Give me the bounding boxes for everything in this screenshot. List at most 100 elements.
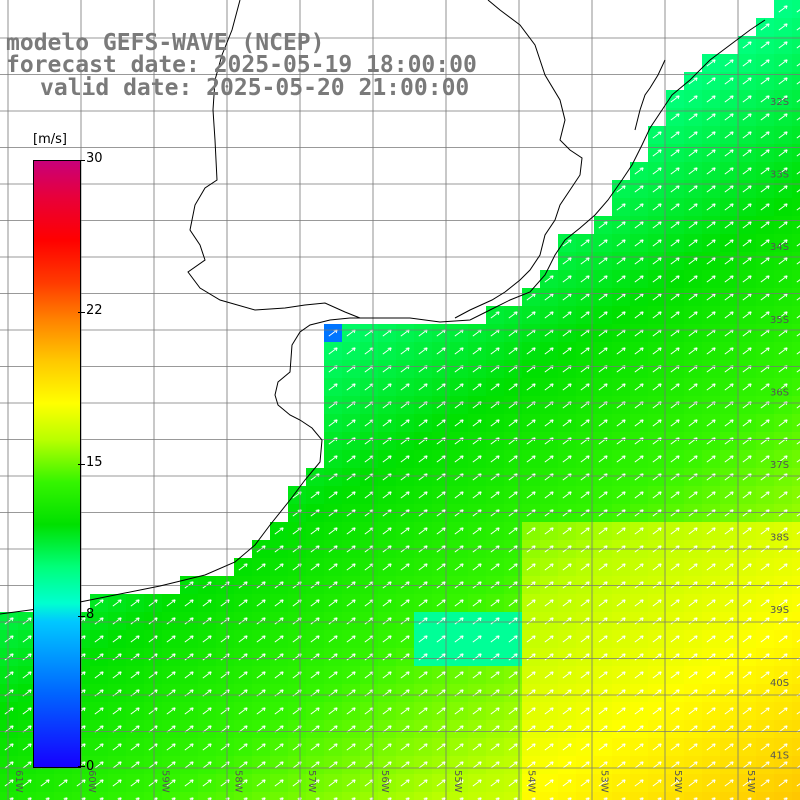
wind-arrowhead [405,671,410,676]
wind-arrowhead [351,473,356,478]
wind-arrowhead [765,743,770,748]
wind-arrow [454,383,464,391]
wind-arrow [490,743,500,751]
wind-arrowhead [495,545,500,550]
wind-arrow [670,671,680,679]
wind-arrowhead [513,527,518,532]
wind-arrow [724,275,734,283]
wind-arrowhead [387,401,392,406]
wind-arrow [328,383,338,391]
wind-arrow [202,707,212,715]
wind-arrowhead [297,797,302,800]
wind-arrowhead [261,743,266,748]
wind-arrow [364,707,374,715]
wind-arrowhead [657,347,662,352]
wind-arrow [544,707,554,715]
wind-arrow [598,581,608,589]
wind-arrow [472,707,482,715]
wind-arrowhead [405,779,410,784]
wind-arrow [94,707,104,715]
wind-arrowhead [783,347,788,352]
wind-arrow [418,581,428,589]
wind-arrowhead [747,455,752,460]
wind-arrowhead [729,419,734,424]
wind-arrow [598,671,608,679]
wind-arrowhead [387,527,392,532]
wind-arrowhead [783,311,788,316]
wind-arrow [796,549,800,553]
wind-arrow [220,635,230,643]
wind-arrowhead [621,617,626,622]
wind-arrowhead [513,743,518,748]
wind-arrow [796,315,800,319]
wind-arrow [634,743,644,751]
wind-arrowhead [711,671,716,676]
wind-arrowhead [693,617,698,622]
wind-arrowhead [117,635,122,640]
wind-speed-cell [792,666,800,684]
wind-arrow [274,671,284,679]
wind-arrow [202,635,212,643]
wind-arrowhead [207,599,212,604]
wind-arrowhead [639,563,644,568]
wind-arrow [616,383,626,391]
wind-arrowhead [621,221,626,226]
wind-speed-cell [792,720,800,738]
wind-arrow [400,671,410,679]
wind-speed-cell [792,774,800,792]
wind-arrowhead [171,779,176,784]
wind-arrow [418,329,428,337]
wind-arrowhead [675,599,680,604]
wind-arrowhead [567,617,572,622]
wind-speed-cell [792,576,800,594]
wind-arrow [544,509,554,517]
wind-arrow [562,617,572,625]
wind-arrow [9,797,14,800]
wind-arrow [112,599,122,607]
wind-arrow [778,149,788,157]
wind-arrowhead [117,779,122,784]
colorbar-tickmark [78,312,85,313]
wind-arrow [225,797,230,800]
wind-arrow [652,329,662,337]
wind-arrowhead [567,671,572,676]
wind-arrowhead [783,779,788,784]
wind-arrowhead [405,689,410,694]
wind-arrow [742,149,752,157]
wind-arrow [238,635,248,643]
wind-arrowhead [747,419,752,424]
wind-arrow [706,779,716,787]
wind-arrowhead [405,383,410,388]
wind-arrowhead [405,347,410,352]
wind-speed-cell [342,792,360,800]
wind-arrowhead [99,599,104,604]
wind-arrowhead [117,599,122,604]
wind-arrowhead [765,455,770,460]
wind-arrow [508,383,518,391]
wind-arrow [778,671,788,679]
wind-arrow [526,473,536,481]
wind-arrow [778,95,788,103]
wind-arrow [706,653,716,661]
wind-arrowhead [765,347,770,352]
wind-arrow [544,563,554,571]
wind-arrowhead [117,743,122,748]
wind-arrowhead [513,491,518,496]
wind-arrowhead [441,671,446,676]
wind-arrow [778,437,788,445]
wind-arrow [94,761,104,769]
wind-arrowhead [495,473,500,478]
wind-speed-cell [774,792,792,800]
wind-arrowhead [567,563,572,568]
wind-arrow [148,671,158,679]
wind-arrowhead [729,797,734,800]
wind-arrow [742,671,752,679]
wind-arrowhead [279,599,284,604]
wind-arrow [657,797,662,800]
wind-arrowhead [675,653,680,658]
wind-arrowhead [693,401,698,406]
wind-arrowhead [747,617,752,622]
wind-arrow [742,59,752,67]
wind-arrowhead [711,95,716,100]
wind-arrowhead [657,383,662,388]
